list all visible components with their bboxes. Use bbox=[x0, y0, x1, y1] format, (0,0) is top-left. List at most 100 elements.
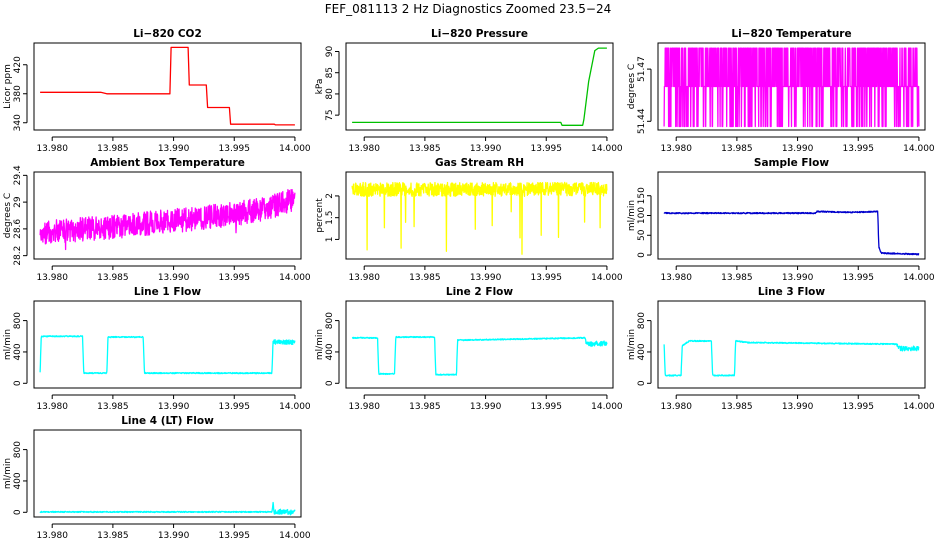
x-tick-label: 13.990 bbox=[782, 273, 814, 283]
x-axis: 13.980 13.985 13.990 13.995 14.000 bbox=[36, 136, 311, 154]
x-tick-label: 13.985 bbox=[97, 531, 129, 540]
plot-frame bbox=[657, 300, 926, 389]
y-tick-label: 400 bbox=[13, 472, 23, 489]
x-tick-label: 14.000 bbox=[591, 144, 623, 154]
y-tick-label: 800 bbox=[637, 312, 647, 329]
plot-frame bbox=[33, 429, 302, 518]
x-tick-label: 13.995 bbox=[219, 144, 251, 154]
panel-8: Line 2 Flow 13.980 13.985 13.990 13.995 14.00… bbox=[315, 286, 623, 412]
y-tick-label: 2 bbox=[325, 193, 335, 199]
x-tick-label: 13.995 bbox=[531, 402, 563, 412]
plot-frame bbox=[345, 300, 614, 389]
panel-title: Ambient Box Temperature bbox=[90, 157, 245, 169]
x-tick-label: 13.990 bbox=[158, 144, 190, 154]
y-tick-label: 29.4 bbox=[13, 165, 23, 185]
x-tick-label: 14.000 bbox=[903, 273, 935, 283]
x-tick-label: 13.980 bbox=[36, 273, 68, 283]
y-tick-label: 340 bbox=[13, 114, 23, 131]
x-axis: 13.980 13.985 13.990 13.995 14.000 bbox=[660, 265, 935, 283]
panel-title: Line 4 (LT) Flow bbox=[121, 415, 214, 427]
panel-6: Sample Flow 13.980 13.985 13.990 13.995 14.00… bbox=[627, 157, 935, 283]
panel-4: Ambient Box Temperature 13.980 13.985 13.99… bbox=[3, 157, 311, 283]
y-tick-label: 75 bbox=[325, 109, 335, 120]
y-tick-label: 400 bbox=[325, 343, 335, 360]
y-tick-label: 800 bbox=[325, 312, 335, 329]
y-tick-label: 1 bbox=[325, 237, 335, 243]
plot-frame bbox=[33, 300, 302, 389]
x-tick-label: 13.995 bbox=[531, 273, 563, 283]
x-tick-label: 14.000 bbox=[903, 402, 935, 412]
x-tick-label: 13.990 bbox=[158, 273, 190, 283]
x-axis: 13.980 13.985 13.990 13.995 14.000 bbox=[36, 265, 311, 283]
x-tick-label: 13.990 bbox=[470, 402, 502, 412]
y-tick-label: 1.5 bbox=[325, 211, 335, 225]
x-tick-label: 14.000 bbox=[279, 402, 311, 412]
y-tick-label: 0 bbox=[13, 509, 23, 515]
figure-title: FEF_081113 2 Hz Diagnostics Zoomed 23.5−… bbox=[325, 2, 612, 16]
series-line bbox=[39, 501, 296, 516]
x-tick-label: 13.985 bbox=[97, 144, 129, 154]
x-tick-label: 13.980 bbox=[36, 402, 68, 412]
y-axis-label: ml/min bbox=[627, 200, 637, 231]
panel-title: Line 3 Flow bbox=[758, 286, 825, 298]
y-tick-label: 400 bbox=[637, 343, 647, 360]
plot-frame bbox=[657, 171, 926, 260]
y-axis-label: ml/min bbox=[3, 329, 13, 360]
x-tick-label: 13.985 bbox=[409, 273, 441, 283]
x-axis: 13.980 13.985 13.990 13.995 14.000 bbox=[660, 394, 935, 412]
plot-frame bbox=[33, 171, 302, 260]
y-axis-label: ml/min bbox=[627, 329, 637, 360]
x-tick-label: 13.995 bbox=[219, 531, 251, 540]
panel-title: Gas Stream RH bbox=[435, 157, 524, 169]
y-tick-label: 150 bbox=[637, 187, 647, 204]
x-tick-label: 13.995 bbox=[843, 402, 875, 412]
x-tick-label: 14.000 bbox=[903, 144, 935, 154]
series-line bbox=[663, 47, 920, 128]
y-tick-label: 51.44 bbox=[637, 108, 647, 134]
x-tick-label: 14.000 bbox=[279, 144, 311, 154]
x-tick-label: 13.980 bbox=[660, 144, 692, 154]
plot-frame bbox=[345, 171, 614, 260]
y-tick-label: 28.2 bbox=[13, 246, 23, 266]
y-axis: 75 80 85 90 kPa bbox=[315, 45, 340, 121]
x-tick-label: 13.985 bbox=[721, 144, 753, 154]
plot-frame bbox=[345, 42, 614, 131]
series-line bbox=[663, 210, 920, 256]
panel-10: Line 4 (LT) Flow 13.980 13.985 13.990 13.995… bbox=[3, 415, 311, 540]
y-axis-label: percent bbox=[315, 198, 325, 233]
y-axis-label: ml/min bbox=[315, 329, 325, 360]
y-axis-label: degrees C bbox=[3, 193, 13, 238]
y-axis-label: Licor ppm bbox=[3, 64, 13, 109]
x-tick-label: 13.990 bbox=[782, 402, 814, 412]
x-tick-label: 14.000 bbox=[279, 273, 311, 283]
y-tick-label: 85 bbox=[325, 67, 335, 78]
x-tick-label: 13.990 bbox=[158, 531, 190, 540]
plot-frame bbox=[33, 42, 302, 131]
series-line bbox=[351, 181, 608, 255]
series-line bbox=[351, 335, 608, 376]
y-axis-label: kPa bbox=[315, 79, 325, 95]
panel-5: Gas Stream RH 13.980 13.985 13.990 13.995 14.… bbox=[315, 157, 623, 283]
y-tick-label: 51.47 bbox=[637, 56, 647, 82]
plot-frame bbox=[657, 42, 926, 131]
series-line bbox=[39, 335, 296, 375]
y-tick-label: 80 bbox=[325, 88, 335, 100]
y-tick-label: 90 bbox=[325, 45, 335, 57]
panels-container: Li−820 CO2 13.980 13.985 13.990 13.995 14.000… bbox=[3, 28, 935, 540]
x-tick-label: 13.995 bbox=[219, 402, 251, 412]
y-tick-label: 380 bbox=[13, 85, 23, 102]
series-line bbox=[39, 188, 296, 251]
panel-title: Li−820 Pressure bbox=[431, 28, 528, 40]
y-tick-label: 28.6 bbox=[13, 219, 23, 239]
panel-title: Line 2 Flow bbox=[446, 286, 513, 298]
panel-7: Line 1 Flow 13.980 13.985 13.990 13.995 14.00… bbox=[3, 286, 311, 412]
x-axis: 13.980 13.985 13.990 13.995 14.000 bbox=[348, 394, 623, 412]
x-axis: 13.980 13.985 13.990 13.995 14.000 bbox=[348, 136, 623, 154]
x-tick-label: 13.995 bbox=[843, 144, 875, 154]
